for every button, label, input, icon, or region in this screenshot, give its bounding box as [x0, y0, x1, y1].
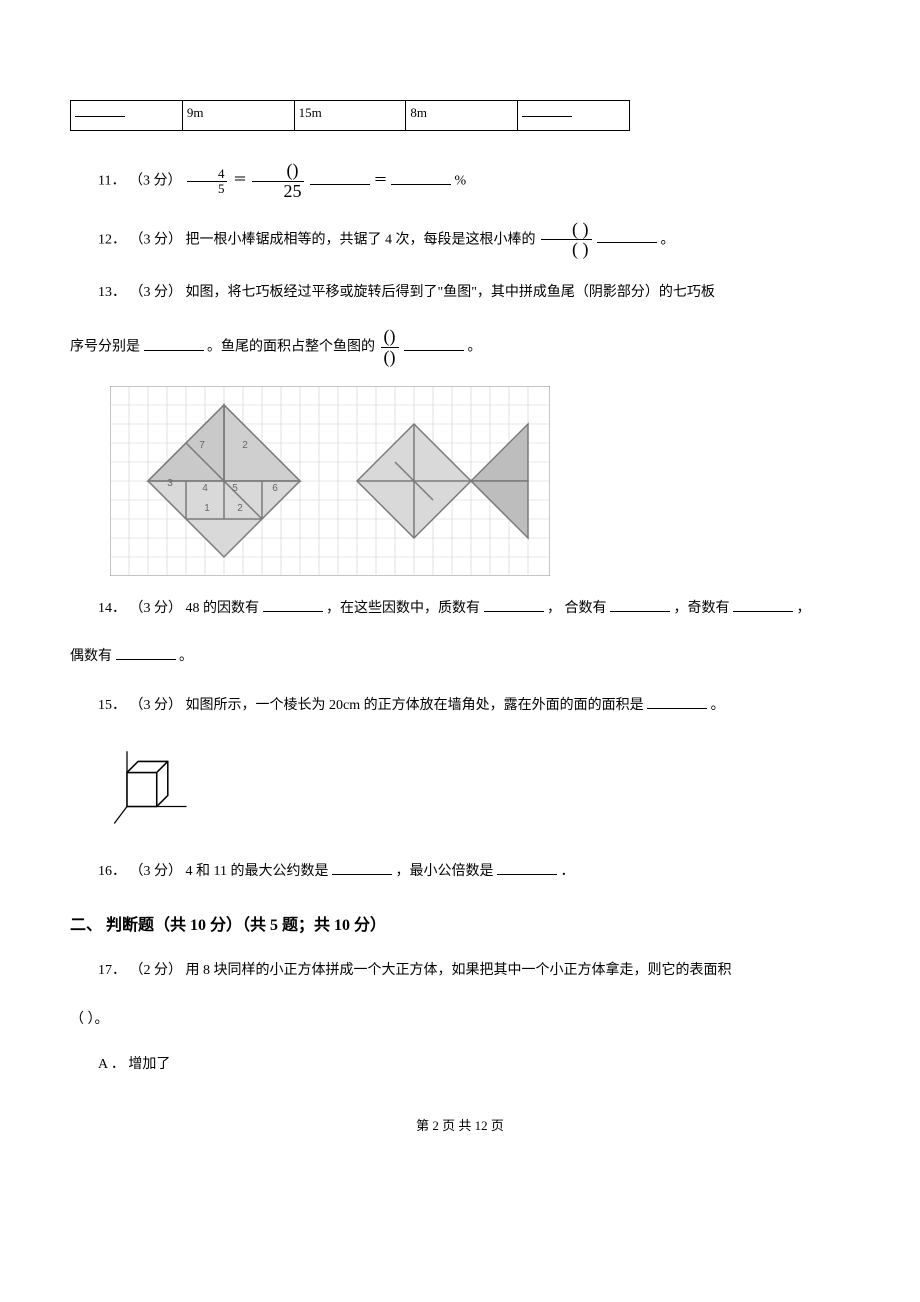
q-points: （3 分） [130, 698, 183, 713]
q-text: ，最小公倍数是 [395, 864, 493, 879]
q-number: 13． [98, 285, 126, 300]
q-text: 4 和 11 的最大公约数是 [186, 864, 329, 879]
option-a: A ． 增加了 [70, 1054, 850, 1076]
numerator-blank: () [252, 161, 304, 182]
blank [310, 171, 370, 185]
period: ． [560, 864, 574, 879]
q-text: ，在这些因数中，质数有 [326, 601, 480, 616]
blank [522, 103, 572, 117]
period: 。 [468, 340, 482, 355]
question-15: 15． （3 分） 如图所示，一个棱长为 20cm 的正方体放在墙角处，露在外面… [70, 691, 850, 722]
numerator: 4 [187, 167, 228, 182]
q-number: 15． [98, 698, 126, 713]
blank [597, 229, 657, 243]
q-text: 如图，将七巧板经过平移或旋转后得到了"鱼图"，其中拼成鱼尾（阴影部分）的七巧板 [186, 285, 715, 300]
tangram-figure: 2 7 3 4 5 6 1 2 [110, 386, 550, 576]
question-13-line1: 13． （3 分） 如图，将七巧板经过平移或旋转后得到了"鱼图"，其中拼成鱼尾（… [70, 278, 850, 309]
question-16: 16． （3 分） 4 和 11 的最大公约数是 ，最小公倍数是 ． [70, 857, 850, 888]
fraction-blank: () () [381, 327, 399, 368]
q-number: 16． [98, 864, 126, 879]
q-text: ， [797, 601, 811, 616]
blank [610, 598, 670, 612]
numerator-blank: ( ) [541, 220, 592, 241]
blank [75, 103, 125, 117]
cube-corner-figure [110, 747, 195, 832]
q-text: 用 8 块同样的小正方体拼成一个大正方体，如果把其中一个小正方体拿走，则它的表面… [186, 963, 732, 978]
svg-text:4: 4 [202, 483, 208, 494]
blank [404, 337, 464, 351]
cell-9m: 9m [182, 101, 294, 131]
period: 。 [661, 232, 675, 247]
page-footer: 第 2 页 共 12 页 [70, 1116, 850, 1137]
q-points: （3 分） [130, 601, 183, 616]
cell-8m: 8m [406, 101, 518, 131]
cell-blank-1 [71, 101, 183, 131]
question-14-line2: 偶数有 。 [70, 642, 850, 673]
fraction-4-5: 4 5 [187, 167, 228, 197]
q-text: 把一根小棒锯成相等的，共锯了 4 次，每段是这根小棒的 [186, 232, 540, 247]
svg-text:1: 1 [204, 503, 210, 514]
q-number: 12． [98, 232, 126, 247]
fraction-blank-25: () 25 [252, 161, 304, 202]
svg-text:3: 3 [167, 478, 173, 489]
blank [733, 598, 793, 612]
q-number: 14． [98, 601, 126, 616]
blank [263, 598, 323, 612]
blank [332, 861, 392, 875]
question-17-line1: 17． （2 分） 用 8 块同样的小正方体拼成一个大正方体，如果把其中一个小正… [70, 956, 850, 987]
option-text: 增加了 [128, 1057, 170, 1072]
table-row: 9m 15m 8m [71, 101, 630, 131]
denominator: 25 [252, 182, 304, 202]
question-13-line2: 序号分别是 。鱼尾的面积占整个鱼图的 () () 。 [70, 327, 850, 368]
q-points: （3 分） [129, 174, 182, 189]
q-number: 11． [98, 174, 125, 189]
svg-text:2: 2 [242, 440, 248, 451]
svg-text:6: 6 [272, 483, 278, 494]
period: 。 [179, 649, 193, 664]
numerator-blank: () [381, 327, 399, 348]
option-label: A ． [98, 1057, 125, 1072]
q-number: 17． [98, 963, 126, 978]
svg-text:2: 2 [237, 503, 243, 514]
section-2-heading: 二、 判断题（共 10 分）（共 5 题；共 10 分） [70, 913, 850, 939]
q-text: 。鱼尾的面积占整个鱼图的 [207, 340, 379, 355]
q-points: （3 分） [130, 232, 183, 247]
blank [116, 646, 176, 660]
q-text: ， 合数有 [547, 601, 607, 616]
cell-blank-2 [518, 101, 630, 131]
percent-sign: % [454, 174, 466, 189]
q-text: 偶数有 [70, 649, 112, 664]
q-text: 如图所示，一个棱长为 20cm 的正方体放在墙角处，露在外面的面的面积是 [186, 698, 644, 713]
blank [647, 695, 707, 709]
cell-15m: 15m [294, 101, 406, 131]
fraction-blank: ( ) ( ) [541, 220, 592, 261]
q-text: 序号分别是 [70, 340, 140, 355]
blank [391, 171, 451, 185]
denominator: 5 [187, 182, 228, 196]
svg-text:7: 7 [199, 440, 205, 451]
period: 。 [711, 698, 725, 713]
q-text: 48 的因数有 [186, 601, 260, 616]
svg-text:5: 5 [232, 483, 238, 494]
denominator-blank: ( ) [541, 240, 592, 260]
blank [144, 337, 204, 351]
measurement-table: 9m 15m 8m [70, 100, 630, 131]
equals: ＝ [233, 173, 251, 188]
blank [497, 861, 557, 875]
question-14-line1: 14． （3 分） 48 的因数有 ，在这些因数中，质数有 ， 合数有 ，奇数有… [70, 594, 850, 625]
q-points: （2 分） [130, 963, 183, 978]
answer-paren: （ ）。 [70, 1012, 109, 1027]
blank [484, 598, 544, 612]
question-12: 12． （3 分） 把一根小棒锯成相等的，共锯了 4 次，每段是这根小棒的 ( … [70, 220, 850, 261]
question-11: 11． （3 分） 4 5 ＝ () 25 ＝ % [70, 161, 850, 202]
denominator-blank: () [381, 348, 399, 368]
q-text: ，奇数有 [674, 601, 730, 616]
question-17-line2: （ ）。 [70, 1005, 850, 1036]
q-points: （3 分） [130, 285, 183, 300]
equals: ＝ [373, 174, 387, 189]
q-points: （3 分） [130, 864, 183, 879]
